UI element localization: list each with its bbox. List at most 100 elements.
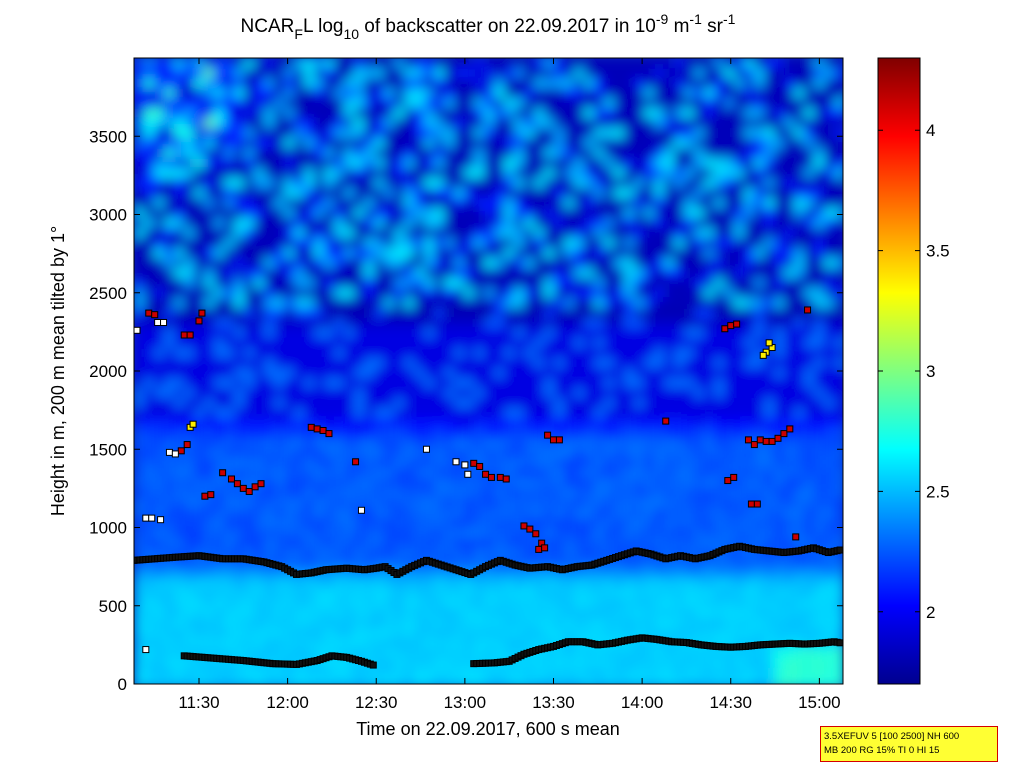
white-marker: [422, 445, 430, 453]
colorbar-gradient: [877, 57, 921, 685]
red-marker: [747, 500, 755, 508]
info-line-1: 3.5XEFUV 5 [100 2500] NH 600: [824, 731, 960, 742]
red-marker: [239, 484, 247, 492]
red-marker: [526, 525, 534, 533]
red-marker: [313, 425, 321, 433]
white-marker: [357, 506, 365, 514]
boundary-marker: [836, 639, 843, 647]
white-marker: [464, 470, 472, 478]
red-marker: [768, 437, 776, 445]
yellow-marker: [189, 420, 197, 428]
y-tick-label: 3000: [89, 206, 127, 225]
red-marker: [233, 480, 241, 488]
y-tick-label: 1000: [89, 519, 127, 538]
red-marker: [555, 436, 563, 444]
y-tick-label: 2000: [89, 362, 127, 381]
yellow-marker: [765, 339, 773, 347]
red-marker: [535, 545, 543, 553]
red-marker: [470, 459, 478, 467]
y-axis: 0 500 1000 1500 2000 2500 3000 3500: [89, 127, 843, 694]
red-marker: [774, 434, 782, 442]
red-marker: [496, 473, 504, 481]
marker-series-0: [134, 542, 843, 578]
red-marker: [487, 473, 495, 481]
red-marker: [251, 483, 259, 491]
red-marker: [151, 311, 159, 319]
white-marker: [154, 318, 162, 326]
red-marker: [186, 331, 194, 339]
red-marker: [245, 488, 253, 496]
red-marker: [482, 470, 490, 478]
red-marker: [733, 320, 741, 328]
info-line-2: MB 200 RG 15% TI 0 HI 15: [824, 745, 940, 756]
white-marker: [461, 461, 469, 469]
yellow-marker: [759, 351, 767, 359]
red-marker: [201, 492, 209, 500]
x-tick-label: 14:00: [621, 693, 664, 712]
red-marker: [744, 436, 752, 444]
white-marker: [142, 646, 150, 654]
boundary-marker: [369, 661, 377, 669]
red-marker: [219, 469, 227, 477]
colorbar-tick-label: 4: [926, 121, 935, 140]
backscatter-heatmap: [134, 58, 843, 684]
colorbar-tick-label: 2.5: [926, 482, 950, 501]
red-marker: [541, 544, 549, 552]
colorbar-tick-label: 2: [926, 603, 935, 622]
x-axis-label: Time on 22.09.2017, 600 s mean: [356, 719, 620, 739]
red-marker: [727, 322, 735, 330]
white-marker: [171, 450, 179, 458]
red-marker: [780, 430, 788, 438]
red-marker: [307, 423, 315, 431]
red-marker: [257, 480, 265, 488]
y-tick-label: 1500: [89, 440, 127, 459]
red-marker: [207, 491, 215, 499]
x-tick-label: 13:00: [444, 693, 487, 712]
boundary-marker: [836, 546, 843, 554]
y-tick-label: 0: [118, 675, 127, 694]
colorbar-tick-label: 3.5: [926, 242, 950, 261]
x-tick-label: 12:00: [266, 693, 309, 712]
red-marker: [762, 437, 770, 445]
white-marker: [134, 326, 141, 334]
red-marker: [183, 441, 191, 449]
colorbar: 2 2.5 3 3.5 4: [877, 57, 950, 685]
x-tick-label: 14:30: [709, 693, 752, 712]
colorbar-tick-label: 3: [926, 362, 935, 381]
x-tick-label: 12:30: [355, 693, 398, 712]
white-marker: [142, 514, 150, 522]
red-marker: [227, 475, 235, 483]
processing-info-box: 3.5XEFUV 5 [100 2500] NH 600 MB 200 RG 1…: [820, 726, 998, 762]
y-axis-label: Height in m, 200 m mean tilted by 1°: [48, 226, 68, 516]
red-marker: [792, 533, 800, 541]
white-marker: [148, 514, 156, 522]
red-marker: [724, 477, 732, 485]
white-marker: [452, 458, 460, 466]
red-marker: [180, 331, 188, 339]
white-marker: [160, 318, 168, 326]
red-marker: [662, 417, 670, 425]
red-marker: [804, 306, 812, 314]
marker-series-4: [134, 318, 472, 654]
red-marker: [352, 458, 360, 466]
marker-series-2: [470, 634, 843, 668]
red-marker: [502, 475, 510, 483]
white-marker: [157, 516, 165, 524]
marker-series-3: [145, 306, 812, 553]
x-tick-label: 11:30: [178, 693, 219, 712]
y-tick-label: 500: [99, 597, 127, 616]
red-marker: [532, 530, 540, 538]
red-marker: [145, 309, 153, 317]
red-marker: [198, 309, 206, 317]
red-marker: [753, 500, 761, 508]
red-marker: [177, 447, 185, 455]
y-tick-label: 2500: [89, 284, 127, 303]
red-marker: [476, 462, 484, 470]
red-marker: [319, 426, 327, 434]
x-axis: 11:30 12:00 12:30 13:00 13:30 14:00 14:30 15:00: [178, 58, 841, 712]
red-marker: [520, 522, 528, 530]
chart-title: NCARFL log10 of backscatter on 22.09.201…: [241, 11, 736, 42]
red-marker: [195, 317, 203, 325]
red-marker: [325, 430, 333, 438]
